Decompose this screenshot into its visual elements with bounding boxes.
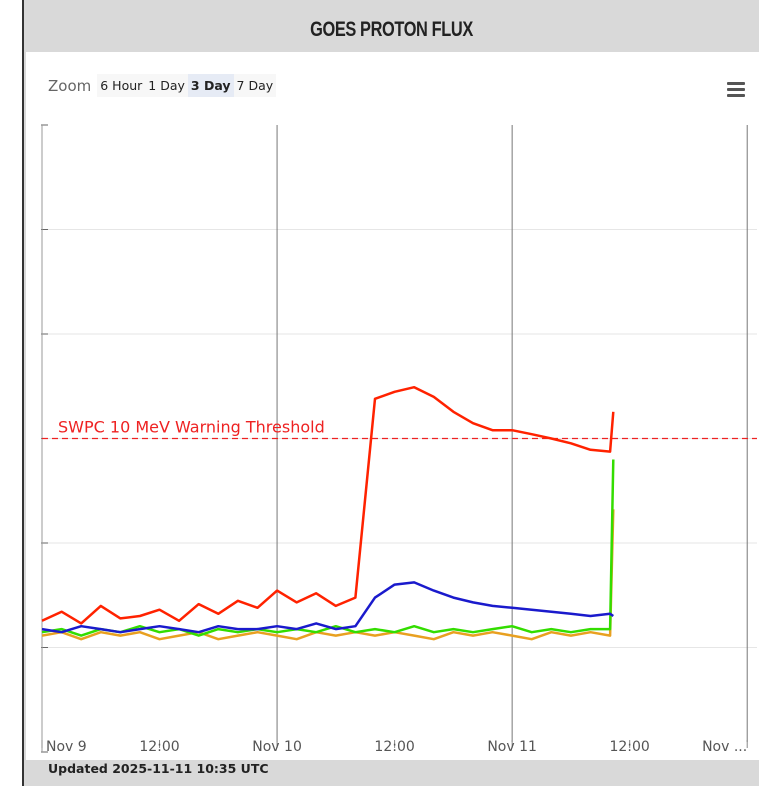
- zoom-button[interactable]: 1 Day: [145, 74, 188, 97]
- x-tick-label: Nov ...: [702, 739, 747, 755]
- title: GOES PROTON FLUX: [310, 18, 473, 41]
- x-tick-label: 12:00: [139, 739, 179, 755]
- threshold-label: SWPC 10 MeV Warning Threshold: [58, 418, 325, 437]
- x-tick-label: 12:00: [374, 739, 414, 755]
- zoom-bar: Zoom 6 Hour 1 Day 3 Day 7 Day: [48, 74, 277, 97]
- series-line: [41, 385, 615, 625]
- zoom-button[interactable]: 7 Day: [233, 74, 277, 97]
- zoom-button[interactable]: 3 Day: [187, 74, 234, 97]
- zoom-button[interactable]: 6 Hour: [97, 74, 146, 97]
- series-line: [41, 459, 615, 637]
- x-tick-label: Nov 11: [487, 739, 537, 755]
- updated-time: Updated 2025-11-11 10:35 UTC: [48, 761, 269, 776]
- x-tick-label: Nov 10: [252, 739, 302, 755]
- x-tick-label: 12:00: [609, 739, 649, 755]
- chart: Nov 9 12:00 Nov 10 12:00 Nov 11 12:00 Nov ... S…: [41, 124, 757, 755]
- series-line: [41, 581, 615, 634]
- series-line: [41, 509, 615, 641]
- zoom-label: Zoom: [48, 76, 92, 95]
- menu-button[interactable]: [727, 82, 745, 100]
- x-tick-label: Nov 9: [46, 739, 87, 755]
